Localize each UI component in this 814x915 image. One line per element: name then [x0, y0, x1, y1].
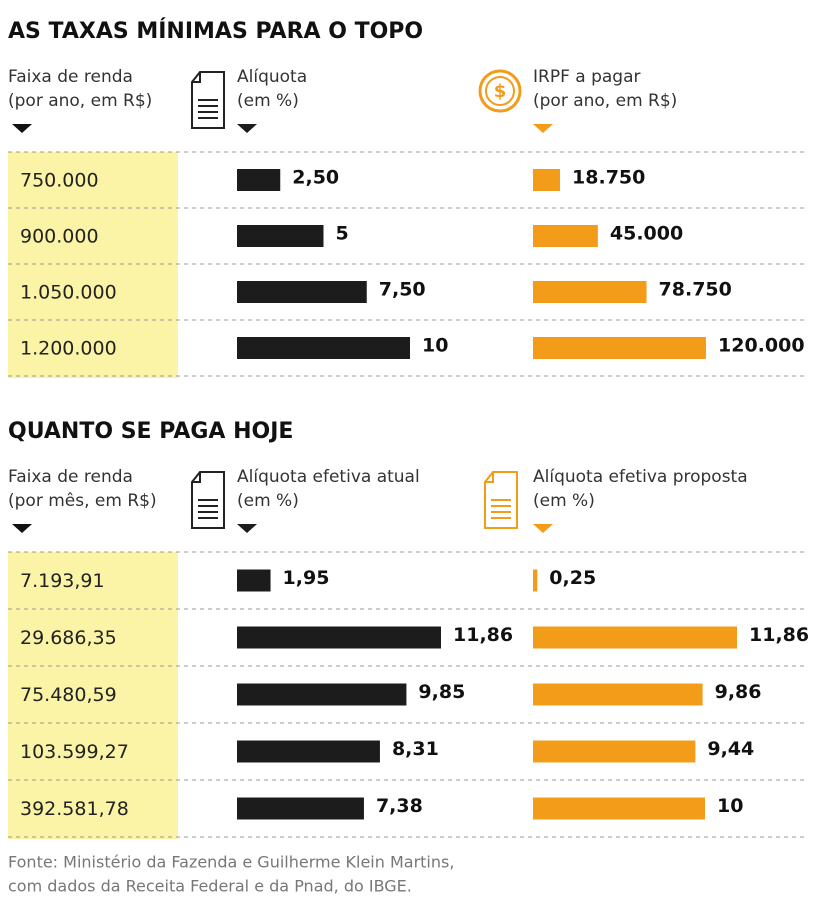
- category-label: 7.193,91: [20, 570, 105, 592]
- column-header: Alíquota efetiva proposta: [533, 467, 748, 487]
- column-header: IRPF a pagar: [533, 67, 641, 87]
- bar: [533, 740, 696, 763]
- arrow: [12, 124, 32, 133]
- category-label: 392.581,78: [20, 798, 129, 820]
- value-label: 7,50: [379, 279, 426, 301]
- bar: [237, 225, 324, 247]
- value-label: 120.000: [718, 335, 805, 357]
- category-label: 750.000: [20, 170, 99, 192]
- source: com dados da Receita Federal e da Pnad, …: [8, 877, 412, 896]
- document-icon: [191, 471, 225, 529]
- value-label: 11,86: [453, 624, 513, 646]
- value-label: 0,25: [549, 567, 596, 589]
- arrow: [12, 524, 32, 533]
- category-label: 1.050.000: [20, 282, 117, 304]
- column-unit: (em %): [237, 91, 299, 111]
- bar: [237, 626, 441, 649]
- title: AS TAXAS MÍNIMAS PARA O TOPO: [8, 18, 423, 44]
- column-unit: (em %): [533, 491, 595, 511]
- chart: AS TAXAS MÍNIMAS PARA O TOPO Faixa de ren…: [8, 18, 806, 378]
- value-label: 9,85: [418, 681, 465, 703]
- bar: [237, 740, 380, 763]
- highlight-column: [8, 152, 178, 378]
- category-label: 103.599,27: [20, 741, 129, 763]
- bar: [533, 337, 706, 359]
- column-unit: (por ano, em R$): [533, 91, 677, 111]
- document-icon: [191, 71, 225, 129]
- value-label: 10: [422, 335, 448, 357]
- value-label: 2,50: [292, 167, 339, 189]
- value-label: 9,44: [707, 738, 754, 760]
- value-label: 18.750: [572, 167, 645, 189]
- bar: [533, 169, 561, 191]
- bar: [237, 683, 407, 706]
- column-unit: (por ano, em R$): [8, 91, 152, 111]
- bar: [237, 797, 364, 820]
- value-label: 78.750: [659, 279, 732, 301]
- column-header: Faixa de renda: [8, 67, 133, 87]
- column-header: Alíquota: [237, 67, 307, 87]
- value-label: 45.000: [610, 223, 683, 245]
- value-label: 10: [717, 795, 743, 817]
- category-label: 75.480,59: [20, 684, 117, 706]
- value-label: 9,86: [715, 681, 762, 703]
- column-unit: (por mês, em R$): [8, 491, 157, 511]
- bar: [533, 569, 538, 592]
- bar: [237, 569, 271, 592]
- arrow: [237, 124, 257, 133]
- bar: [533, 626, 737, 649]
- arrow: [533, 124, 553, 133]
- value-label: 5: [336, 223, 349, 245]
- value-label: 1,95: [283, 567, 330, 589]
- highlight-column: [8, 552, 178, 839]
- title: QUANTO SE PAGA HOJE: [8, 419, 293, 444]
- arrow: [237, 524, 257, 533]
- value-label: 8,31: [392, 738, 439, 760]
- category-label: 900.000: [20, 226, 99, 248]
- svg-text:$: $: [494, 81, 507, 102]
- bar: [533, 281, 647, 303]
- bar: [237, 169, 281, 191]
- column-header: Faixa de renda: [8, 467, 133, 487]
- arrow: [533, 524, 553, 533]
- document-icon: [484, 471, 518, 529]
- category-label: 1.200.000: [20, 338, 117, 360]
- chart: QUANTO SE PAGA HOJE Faixa de renda (por mê…: [8, 419, 809, 839]
- category-label: 29.686,35: [20, 627, 117, 649]
- value-label: 11,86: [749, 624, 809, 646]
- column-unit: (em %): [237, 491, 299, 511]
- bar: [533, 797, 706, 820]
- bar: [533, 225, 598, 247]
- bar: [533, 683, 703, 706]
- source: Fonte: Ministério da Fazenda e Guilherme…: [8, 853, 454, 872]
- value-label: 7,38: [376, 795, 423, 817]
- column-header: Alíquota efetiva atual: [237, 467, 420, 487]
- bar: [237, 337, 410, 359]
- bar: [237, 281, 367, 303]
- coin-icon: $: [478, 69, 522, 113]
